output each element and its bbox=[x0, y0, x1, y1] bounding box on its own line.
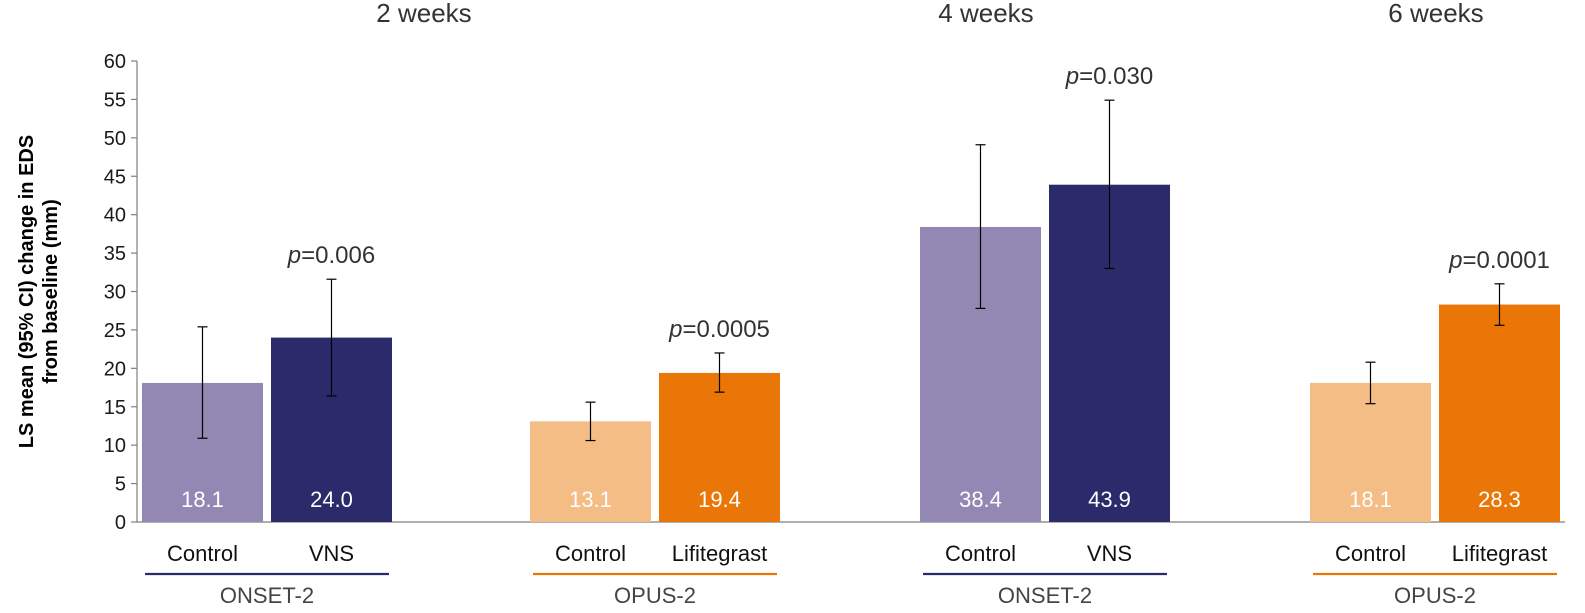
bar-lifitegrast bbox=[659, 372, 780, 522]
bar-value-label: 24.0 bbox=[310, 487, 353, 512]
category-label: Control bbox=[945, 541, 1016, 566]
y-axis-title: LS mean (95% CI) change in EDS from basel… bbox=[16, 135, 62, 448]
p-value-label: p=0.0005 bbox=[668, 316, 770, 343]
bar-value-label: 19.4 bbox=[698, 487, 741, 512]
group-label: ONSET-2 bbox=[220, 583, 314, 608]
time-point-label-6-weeks: 6 weeks bbox=[1388, 0, 1483, 28]
group-label: ONSET-2 bbox=[998, 583, 1092, 608]
y-tick-label: 50 bbox=[104, 128, 126, 150]
category-label: VNS bbox=[1087, 541, 1132, 566]
category-label: Control bbox=[1335, 541, 1406, 566]
bar-group-3: 38.4 43.9 p=0.030 bbox=[920, 63, 1170, 522]
category-label: Control bbox=[555, 541, 626, 566]
y-tick-label: 5 bbox=[115, 474, 126, 496]
bar-group-4: 18.1 28.3 p=0.0001 bbox=[1310, 247, 1560, 522]
p-value-label: p=0.0001 bbox=[1448, 247, 1550, 274]
time-point-label-4-weeks: 4 weeks bbox=[938, 0, 1033, 28]
bar-control bbox=[1310, 382, 1431, 522]
y-tick-label: 30 bbox=[104, 282, 126, 304]
y-tick-label: 60 bbox=[104, 51, 126, 73]
group-label: OPUS-2 bbox=[614, 583, 696, 608]
y-tick-label: 35 bbox=[104, 243, 126, 265]
bar-lifitegrast bbox=[1439, 304, 1560, 522]
y-tick-label: 10 bbox=[104, 435, 126, 457]
p-value-label: p=0.030 bbox=[1065, 63, 1153, 90]
category-label: VNS bbox=[309, 541, 354, 566]
y-tick-label: 20 bbox=[104, 358, 126, 380]
bar-value-label: 18.1 bbox=[181, 487, 224, 512]
bars: 18.1 24.0 p=0.006 13.1 19.4 p=0.0005 38.4 43.9 p… bbox=[142, 63, 1560, 522]
y-tick-label: 25 bbox=[104, 320, 126, 342]
category-label: Control bbox=[167, 541, 238, 566]
y-tick-label: 55 bbox=[104, 89, 126, 111]
bar-value-label: 38.4 bbox=[959, 487, 1002, 512]
bar-group-1: 18.1 24.0 p=0.006 bbox=[142, 242, 392, 522]
y-tick-label: 40 bbox=[104, 205, 126, 227]
y-tick-label: 15 bbox=[104, 397, 126, 419]
bar-value-label: 28.3 bbox=[1478, 487, 1521, 512]
group-label: OPUS-2 bbox=[1394, 583, 1476, 608]
time-point-label-2-weeks: 2 weeks bbox=[376, 0, 471, 28]
y-tick-label: 0 bbox=[115, 512, 126, 534]
bar-value-label: 13.1 bbox=[569, 487, 612, 512]
bar-value-label: 43.9 bbox=[1088, 487, 1131, 512]
time-point-labels: 2 weeks 4 weeks 6 weeks bbox=[376, 0, 1483, 28]
category-label: Lifitegrast bbox=[672, 541, 767, 566]
y-tick-label: 45 bbox=[104, 166, 126, 188]
category-label: Lifitegrast bbox=[1452, 541, 1547, 566]
bar-group-2: 13.1 19.4 p=0.0005 bbox=[530, 316, 780, 522]
category-labels: Control VNS ONSET-2 Control Lifitegrast OPUS-… bbox=[145, 541, 1557, 608]
p-value-label: p=0.006 bbox=[287, 242, 375, 269]
bar-value-label: 18.1 bbox=[1349, 487, 1392, 512]
